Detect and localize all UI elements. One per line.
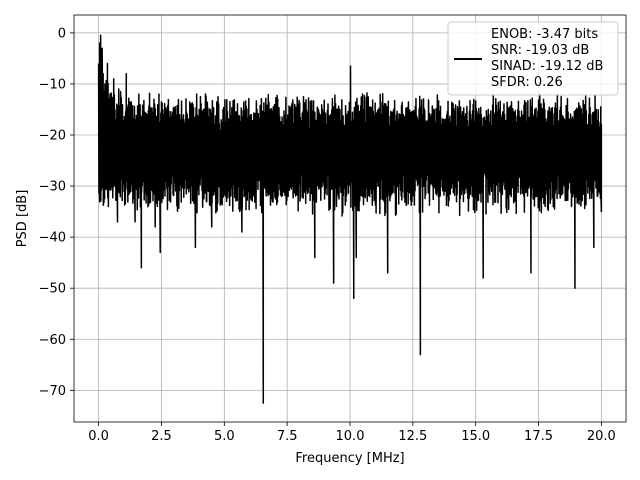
y-tick-label: −10	[39, 77, 66, 92]
y-axis-label: PSD [dB]	[15, 190, 30, 248]
x-tick-label: 17.5	[524, 429, 553, 444]
legend-text-sinad: SINAD: -19.12 dB	[491, 59, 603, 74]
y-tick-label: 0	[58, 26, 66, 41]
y-tick-label: −40	[39, 231, 66, 246]
psd-series-line	[97, 34, 603, 404]
x-axis-label: Frequency [MHz]	[295, 451, 404, 466]
x-tick-label: 7.5	[277, 429, 298, 444]
legend: ENOB: -3.47 bits SNR: -19.03 dB SINAD: -…	[447, 21, 619, 96]
legend-text-snr: SNR: -19.03 dB	[491, 43, 589, 58]
y-tick-label: −30	[39, 180, 66, 195]
x-tick-label: 20.0	[587, 429, 616, 444]
y-tick-label: −70	[39, 384, 66, 399]
legend-text-enob: ENOB: -3.47 bits	[491, 27, 598, 42]
y-tick-label: −20	[39, 129, 66, 144]
x-tick-label: 12.5	[398, 429, 427, 444]
x-tick-label: 10.0	[336, 429, 365, 444]
legend-text-sfdr: SFDR: 0.26	[491, 75, 563, 90]
x-tick-label: 15.0	[461, 429, 490, 444]
y-tick-label: −60	[39, 333, 66, 348]
legend-box	[447, 21, 619, 96]
x-tick-label: 2.5	[151, 429, 172, 444]
x-tick-label: 0.0	[88, 429, 109, 444]
plot-area	[97, 34, 603, 404]
y-tick-label: −50	[39, 282, 66, 297]
axis-ticks: 0.0 2.5 5.0 7.5 10.0 12.5 15.0 17.5 20.0 0 −10 −20 −…	[39, 26, 616, 444]
x-tick-label: 5.0	[214, 429, 235, 444]
